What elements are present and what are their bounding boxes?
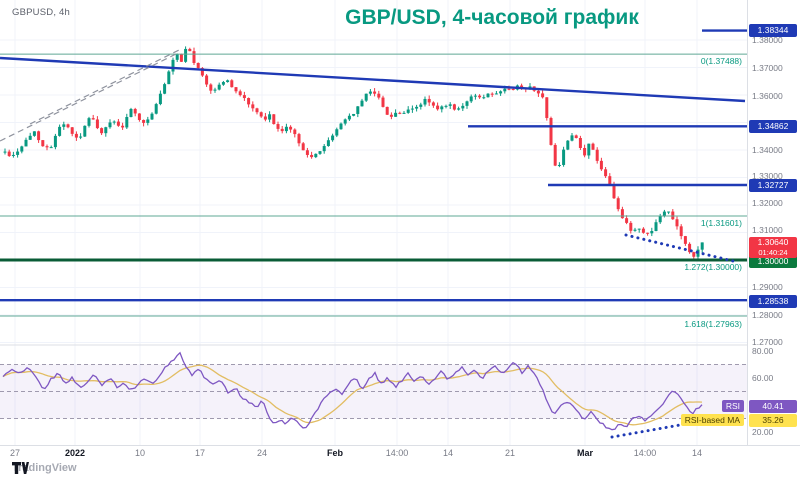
price-tick: 1.27000 — [752, 337, 783, 347]
price-tick: 1.32000 — [752, 198, 783, 208]
time-tick: 14:00 — [385, 448, 409, 458]
price-badge: 1.30000 — [749, 254, 797, 268]
time-tick: 21 — [504, 448, 516, 458]
fib-label: 1(1.31601) — [700, 218, 742, 228]
time-tick: 14:00 — [633, 448, 657, 458]
price-tick: 1.37000 — [752, 63, 783, 73]
chart-canvas[interactable] — [0, 0, 800, 461]
time-tick: 14 — [691, 448, 703, 458]
time-tick: 24 — [256, 448, 268, 458]
tradingview-icon — [12, 462, 29, 474]
price-axis[interactable] — [747, 0, 800, 461]
time-tick: 17 — [194, 448, 206, 458]
price-badge: 40.41 — [749, 399, 797, 413]
price-tick: 80.00 — [752, 346, 774, 356]
fib-label: 1.618(1.27963) — [684, 319, 742, 329]
time-tick: 10 — [134, 448, 146, 458]
symbol-label[interactable]: GBPUSD, 4h — [12, 7, 70, 18]
price-badge: 1.32727 — [749, 178, 797, 192]
time-tick: Mar — [576, 448, 594, 458]
price-tick: 1.31000 — [752, 225, 783, 235]
fib-label: 1.272(1.30000) — [684, 262, 742, 272]
price-badge: 1.28538 — [749, 294, 797, 308]
time-axis[interactable] — [0, 445, 800, 461]
price-badge: 35.26 — [749, 413, 797, 427]
price-tick: 60.00 — [752, 373, 774, 383]
time-tick: 14 — [442, 448, 454, 458]
fib-label: 0(1.37488) — [700, 56, 742, 66]
rsi-ma-indicator-label[interactable]: RSI-based MA — [680, 414, 744, 426]
price-badge: 1.38344 — [749, 23, 797, 37]
price-tick: 1.34000 — [752, 145, 783, 155]
price-tick: 1.29000 — [752, 282, 783, 292]
price-tick: 1.28000 — [752, 310, 783, 320]
time-tick: 27 — [9, 448, 21, 458]
tradingview-logo[interactable]: TradingView — [12, 462, 77, 474]
price-tick: 20.00 — [752, 427, 774, 437]
rsi-indicator-label[interactable]: RSI — [721, 400, 744, 412]
price-tick: 1.36000 — [752, 91, 783, 101]
price-badge: 1.30640 01:40:24 — [749, 236, 797, 258]
time-tick: 2022 — [64, 448, 86, 458]
price-badge: 1.34862 — [749, 119, 797, 133]
chart-title: GBP/USD, 4-часовой график — [345, 6, 639, 29]
price-tick: 1.38000 — [752, 35, 783, 45]
price-tick: 1.33000 — [752, 171, 783, 181]
time-tick: Feb — [326, 448, 344, 458]
